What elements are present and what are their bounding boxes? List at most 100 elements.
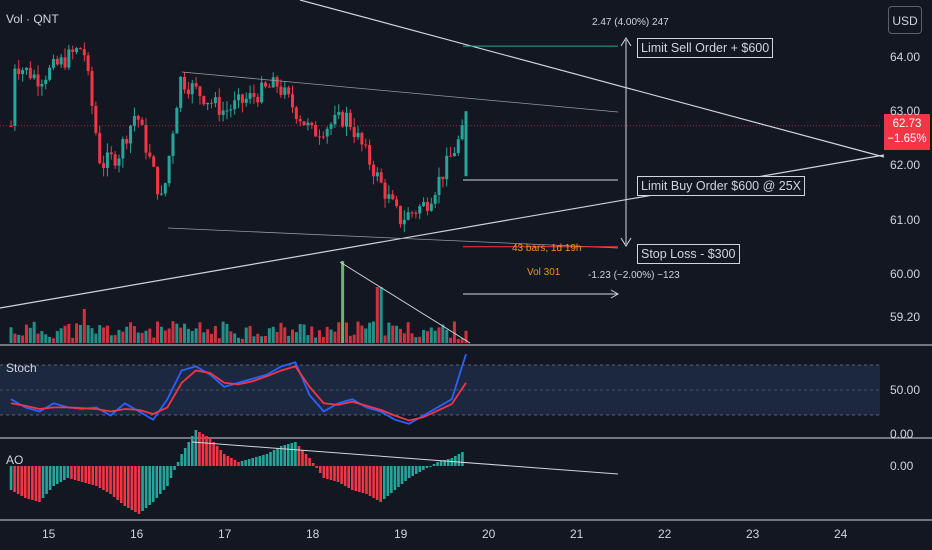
channel-bottom-line — [167, 227, 619, 249]
ao-bar — [148, 466, 151, 505]
ao-bar — [226, 456, 230, 466]
volume-bar — [206, 329, 210, 343]
volume-bar — [67, 323, 71, 343]
ao-bar — [343, 466, 347, 486]
ao-bar — [45, 466, 48, 494]
volume-bar — [398, 328, 402, 343]
ao-bar — [407, 466, 411, 478]
volume-bar — [71, 337, 75, 343]
ao-bar — [20, 466, 24, 496]
ao-bar — [358, 466, 361, 492]
ao-bar — [130, 466, 134, 510]
ao-bar — [461, 452, 464, 466]
time-axis-label: 17 — [218, 527, 232, 541]
candle-body — [117, 158, 121, 166]
price-axis-label: 62.00 — [890, 158, 921, 173]
volume-bar — [321, 336, 325, 343]
candle-body — [129, 125, 133, 144]
volume-bar — [98, 325, 102, 343]
volume-bar — [210, 333, 214, 343]
time-axis-label: 18 — [306, 527, 320, 541]
volume-bar — [17, 334, 21, 343]
ao-bar — [13, 466, 16, 492]
time-axis-label: 22 — [658, 527, 672, 541]
stoch-d-line — [10, 365, 467, 422]
candle-body — [341, 112, 345, 127]
candle-body — [395, 199, 399, 206]
candle-body — [36, 74, 40, 87]
volume-bar — [186, 328, 190, 343]
ao-bar — [116, 466, 119, 500]
volume-bar — [28, 327, 32, 343]
volume-bar — [121, 331, 125, 343]
volume-bar — [406, 322, 410, 343]
volume-bar — [190, 330, 194, 343]
stop-loss-label[interactable]: Stop Loss - $300 — [637, 244, 740, 264]
volume-bar — [271, 326, 275, 343]
candle-body — [183, 76, 187, 90]
ao-bar — [141, 466, 144, 511]
ao-bar — [418, 466, 422, 472]
ao-bar — [55, 466, 59, 484]
candle-body — [275, 77, 279, 87]
volume-bar — [356, 321, 360, 343]
ao-bar — [443, 460, 446, 466]
volume-bar — [82, 309, 86, 343]
ao-bar — [183, 448, 187, 466]
candle-body — [13, 68, 17, 127]
measure-top-text: 2.47 (4.00%) 247 — [592, 17, 669, 28]
candle-body — [94, 105, 98, 133]
candle-body — [237, 94, 241, 101]
volume-bar — [32, 321, 36, 343]
ao-bar — [41, 466, 45, 498]
time-axis-label: 24 — [834, 527, 848, 541]
ao-bar — [294, 442, 297, 466]
candle-body — [152, 156, 156, 167]
ao-bar — [223, 454, 226, 466]
volume-bar — [287, 335, 291, 343]
last-price-tag: 62.73 −1.65% — [884, 114, 930, 150]
time-axis-label: 23 — [746, 527, 760, 541]
ao-pane-title: AO — [6, 453, 24, 467]
ao-bar — [215, 446, 219, 466]
volume-bar — [156, 321, 160, 343]
candle-body — [102, 163, 106, 169]
volume-bar — [341, 261, 345, 343]
ao-bar — [95, 466, 98, 486]
candle-body — [90, 71, 94, 106]
ao-bar — [354, 466, 358, 491]
measure-bottom-text: -1.23 (−2.00%) −123 — [588, 270, 680, 281]
ao-bar — [265, 454, 269, 466]
candle-body — [460, 125, 464, 140]
limit-sell-label[interactable]: Limit Sell Order + $600 — [637, 38, 774, 58]
candle-body — [82, 49, 86, 56]
ao-bar — [269, 452, 272, 466]
limit-buy-label[interactable]: Limit Buy Order $600 @ 25X — [637, 176, 805, 196]
ao-bar — [361, 466, 365, 493]
ao-bar — [400, 466, 404, 484]
ao-bar — [176, 462, 180, 466]
candle-body — [252, 93, 256, 97]
candle-body — [198, 86, 202, 97]
candle-body — [356, 132, 360, 138]
candle-body — [290, 94, 294, 108]
candle-body — [368, 145, 372, 165]
candle-body — [67, 49, 71, 68]
measure-arrow-down — [620, 237, 632, 247]
ao-bar — [109, 466, 112, 494]
volume-bar — [267, 328, 271, 343]
volume-bar — [391, 325, 395, 343]
ao-bar — [205, 436, 208, 466]
volume-bar — [129, 322, 133, 343]
last-price-change: −1.65% — [887, 133, 927, 145]
volume-bar — [418, 336, 422, 343]
ao-bar — [31, 466, 34, 500]
last-candle — [464, 111, 468, 177]
ao-bar — [340, 466, 343, 484]
currency-button[interactable]: USD — [888, 6, 922, 34]
volume-bar — [213, 326, 217, 343]
candle-body — [167, 155, 171, 184]
ao-bar — [347, 466, 351, 488]
ao-bar — [144, 466, 148, 508]
